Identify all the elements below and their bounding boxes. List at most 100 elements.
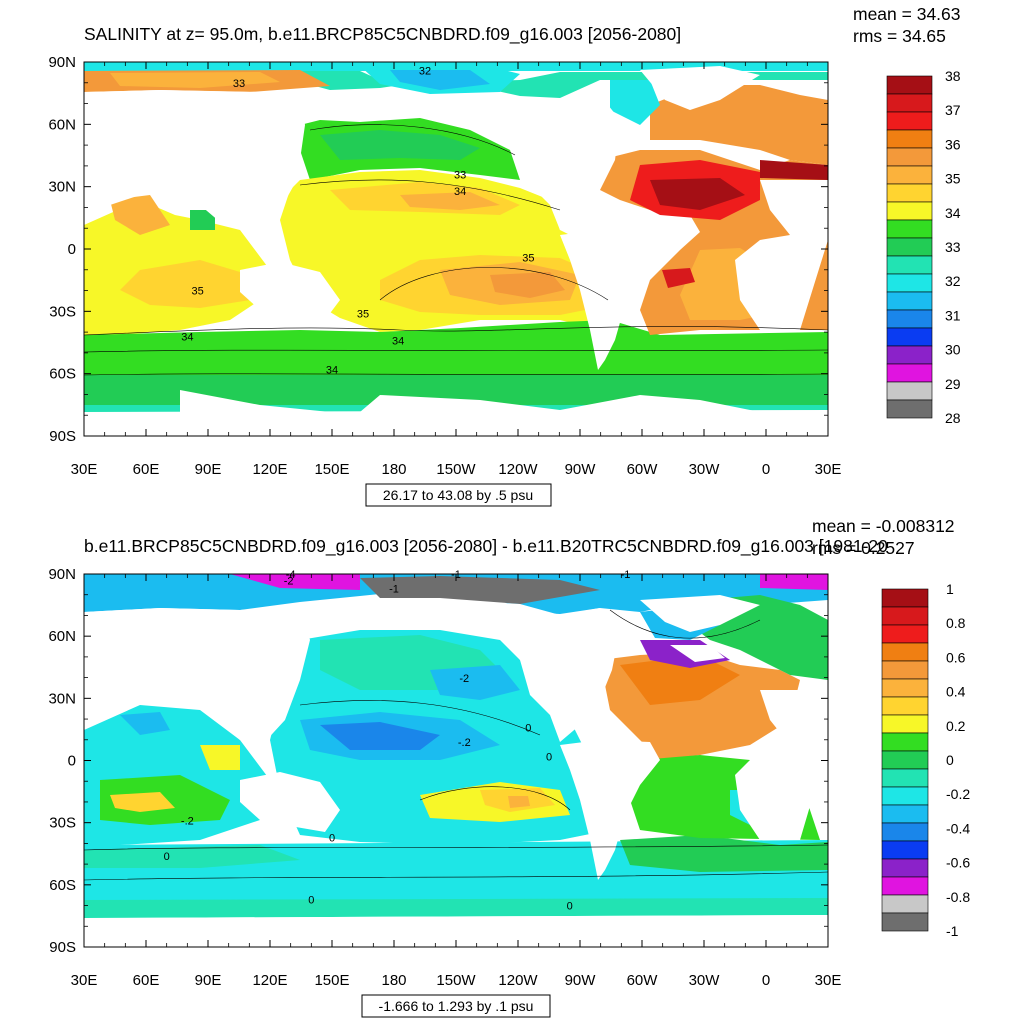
colorbar-label: -1 — [946, 923, 959, 939]
contour-label: -1 — [451, 569, 461, 581]
colorbar-label: 32 — [945, 273, 961, 289]
x-tick-label: 60W — [627, 461, 659, 478]
x-tick-label: 180 — [381, 972, 406, 989]
x-tick-label: 150E — [314, 972, 349, 989]
colorbar-label: 0.6 — [946, 649, 966, 665]
colorbar-box — [881, 804, 929, 824]
panel1-axes: 30E 60E 90E 120E 150E 180 150W 120W 90W 60W 30W 0 30… — [48, 54, 841, 478]
x-tick-label: 30W — [689, 972, 721, 989]
panel2-mean: mean = -0.008312 — [812, 516, 955, 536]
y-tick-label: 30S — [49, 303, 76, 320]
colorbar-box — [886, 201, 933, 221]
panel2-map — [84, 574, 828, 947]
land-antarctic-coast — [180, 390, 760, 412]
panel1-contour-labels: 32 33 33 34 35 35 35 34 34 34 — [181, 65, 534, 376]
panel1-rms: rms = 34.65 — [853, 26, 946, 46]
x-tick-label: 30W — [689, 461, 721, 478]
colorbar-label: 35 — [945, 171, 961, 187]
colorbar-label: 0.4 — [946, 684, 966, 700]
colorbar-box — [886, 183, 933, 203]
colorbar-box — [881, 768, 929, 788]
y-tick-label: 30N — [48, 179, 76, 196]
y-tick-label: 90S — [49, 939, 76, 956]
x-tick-label: 180 — [381, 461, 406, 478]
x-tick-label: 120E — [252, 461, 287, 478]
land-africa — [735, 180, 828, 330]
colorbar-box — [881, 588, 929, 608]
contour-label: 0 — [164, 851, 170, 863]
panel-salinity-difference: b.e11.BRCP85C5CNBDRD.f09_g16.003 [2056-2… — [48, 516, 970, 1018]
colorbar-box — [881, 624, 929, 644]
x-tick-label: 30E — [815, 461, 842, 478]
colorbar-box — [881, 714, 929, 734]
contour-label: 34 — [181, 331, 193, 343]
land-eurasia-2 — [84, 605, 310, 745]
colorbar-box — [886, 309, 933, 329]
contour-label: 34 — [454, 186, 466, 198]
y-tick-label: 60S — [49, 366, 76, 383]
colorbar-label: 1 — [946, 581, 954, 597]
colorbar-box — [886, 75, 933, 95]
x-tick-label: 60E — [133, 972, 160, 989]
y-tick-label: 30S — [49, 815, 76, 832]
contour-label: 33 — [454, 169, 466, 181]
land-north-america-2 — [510, 608, 620, 742]
colorbar-box — [881, 912, 929, 932]
x-tick-label: 150E — [314, 461, 349, 478]
colorbar-label: -0.8 — [946, 889, 970, 905]
colorbar-label: -0.2 — [946, 786, 970, 802]
colorbar-box — [881, 876, 929, 896]
contour-label: -.2 — [458, 737, 471, 749]
panel1-range-note: 26.17 to 43.08 by .5 psu — [383, 487, 533, 503]
y-tick-label: 60S — [49, 877, 76, 894]
colorbar-box — [886, 381, 933, 401]
colorbar-box — [881, 696, 929, 716]
contour-label: -1 — [389, 584, 399, 596]
y-tick-label: 90N — [48, 566, 76, 583]
panel1-range-box — [365, 483, 552, 507]
colorbar-label: 33 — [945, 239, 961, 255]
land-2 — [84, 595, 828, 947]
panel1-map — [84, 62, 828, 436]
colorbar-label: 38 — [945, 68, 961, 84]
panel1-colorbar: 38 37 36 35 34 33 32 31 30 29 28 — [886, 68, 961, 426]
x-tick-label: 90E — [195, 972, 222, 989]
x-tick-label: 60E — [133, 461, 160, 478]
x-tick-label: 120W — [498, 972, 538, 989]
panel2-title: b.e11.BRCP85C5CNBDRD.f09_g16.003 [2056-2… — [84, 536, 888, 557]
colorbar-box — [886, 363, 933, 383]
colorbar-box — [886, 291, 933, 311]
panel1-mean: mean = 34.63 — [853, 4, 961, 24]
x-tick-label: 30E — [71, 972, 98, 989]
colorbar-label: 37 — [945, 102, 961, 118]
colorbar-box — [881, 642, 929, 662]
x-tick-label: 90W — [565, 972, 597, 989]
colorbar-box — [886, 111, 933, 131]
colorbar-label: 0 — [946, 752, 954, 768]
contour-label: 0 — [546, 752, 552, 764]
contour-label: 0 — [308, 894, 314, 906]
colorbar-label: 30 — [945, 342, 961, 358]
contour-label: 33 — [233, 78, 245, 90]
y-tick-label: 90S — [49, 428, 76, 445]
x-tick-label: 30E — [71, 461, 98, 478]
x-tick-label: 150W — [436, 972, 476, 989]
x-tick-label: 90E — [195, 461, 222, 478]
x-tick-label: 30E — [815, 972, 842, 989]
colorbar-box — [886, 237, 933, 257]
land-africa-2 — [735, 690, 828, 840]
contour-label: 35 — [192, 286, 204, 298]
colorbar-label: -0.4 — [946, 820, 970, 836]
colorbar-box — [886, 93, 933, 113]
land-greenland — [640, 66, 760, 110]
panel2-axes: 30E 60E 90E 120E 150E 180 150W 120W 90W 60W 30W 0 30… — [48, 566, 841, 989]
contour-label: -4 — [286, 569, 296, 581]
southern-band — [84, 320, 828, 375]
land-australia-2 — [240, 772, 340, 832]
contour-label: 35 — [522, 252, 534, 264]
land-south-america — [560, 230, 660, 370]
land-australia — [240, 262, 340, 320]
contour-label: 34 — [392, 336, 404, 348]
